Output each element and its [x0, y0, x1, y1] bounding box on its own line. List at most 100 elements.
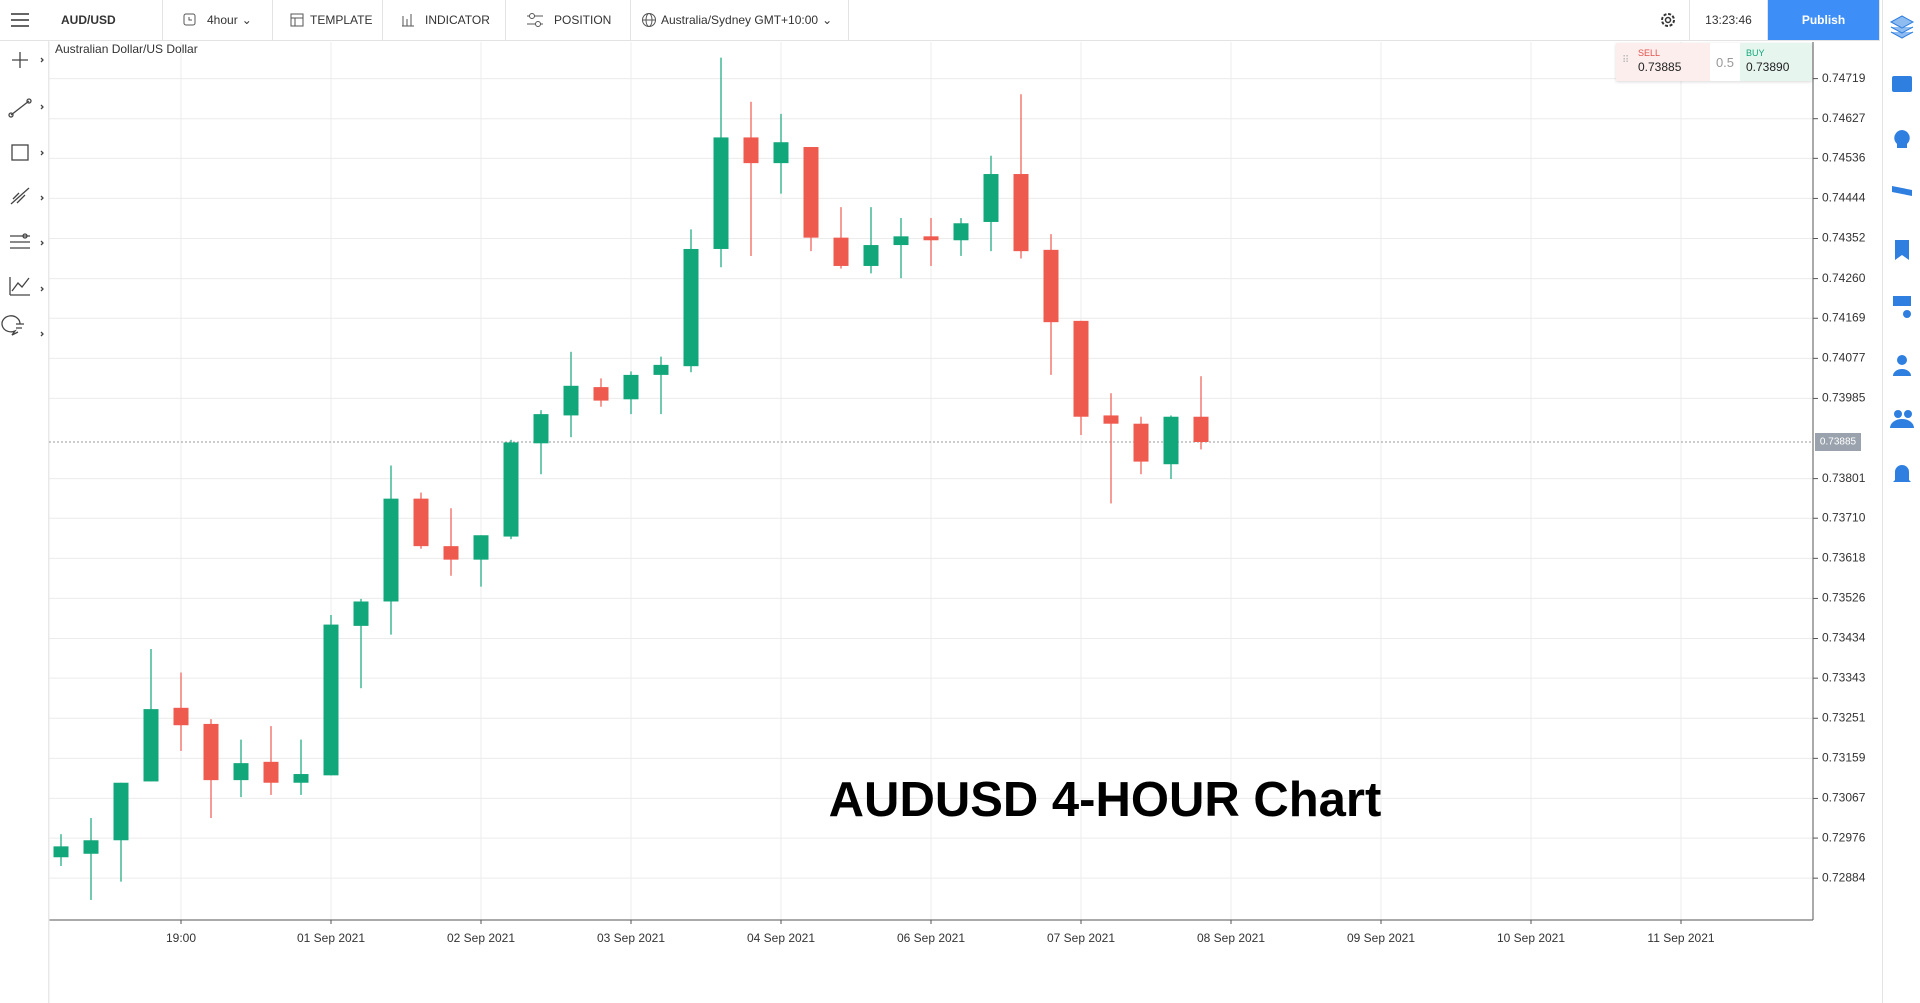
user-icon[interactable]	[1897, 355, 1907, 365]
fib-tool[interactable]	[10, 187, 44, 205]
candle-body	[1163, 416, 1179, 465]
pattern-tool[interactable]	[9, 277, 44, 296]
buy-box[interactable]: BUY 0.73890	[1740, 43, 1812, 81]
line-tool[interactable]	[8, 98, 44, 118]
right-sidebar	[1882, 0, 1920, 1003]
y-tick-label: 0.73251	[1822, 710, 1866, 724]
calendar-icon[interactable]	[1892, 76, 1912, 92]
x-tick-label: 03 Sep 2021	[597, 931, 665, 945]
idea-icon[interactable]	[1894, 130, 1910, 148]
candle-body	[713, 137, 729, 249]
layers-icon[interactable]	[1889, 15, 1915, 39]
interval-button[interactable]: 4hour ⌄	[163, 0, 273, 40]
user-body	[1893, 369, 1911, 376]
indicator-button[interactable]: INDICATOR	[383, 0, 506, 40]
indicator: INDICATOR	[425, 13, 490, 27]
x-tick-label: 08 Sep 2021	[1197, 931, 1265, 945]
last-price-label: 0.73885	[1820, 437, 1857, 448]
settings-icon[interactable]	[1658, 10, 1678, 30]
position-button[interactable]: POSITION	[506, 0, 631, 40]
quote-box: ⠿ SELL 0.73885 0.5 BUY 0.73890	[1616, 43, 1812, 81]
candle-body	[173, 707, 189, 726]
y-tick-label: 0.73434	[1822, 631, 1866, 645]
x-tick-label: 07 Sep 2021	[1047, 931, 1115, 945]
x-tick-label: 04 Sep 2021	[747, 931, 815, 945]
candle-body	[353, 601, 369, 626]
rect-tool[interactable]	[11, 144, 44, 161]
candle-body	[443, 546, 459, 560]
chart: 19:00 01 Sep 2021 02 Sep 2021 03 Sep 2021 04…	[48, 42, 1866, 1003]
candle-body	[143, 709, 159, 782]
candle-body	[743, 137, 759, 164]
candle-body	[773, 142, 789, 164]
y-tick-label: 0.73985	[1822, 391, 1866, 405]
candle-body	[533, 414, 549, 444]
candle-body	[1013, 174, 1029, 252]
timezone-button[interactable]: Australia/Sydney GMT+10:00 ⌄	[631, 0, 849, 40]
group-icon[interactable]	[1894, 410, 1902, 418]
publish-button[interactable]: Publish	[1768, 0, 1880, 40]
candle-body	[833, 237, 849, 266]
indicator-icon	[402, 14, 414, 27]
bell-icon[interactable]	[1893, 465, 1911, 484]
candle-body	[593, 387, 609, 401]
note-tool[interactable]	[1, 315, 44, 337]
spread: 0.5	[1710, 43, 1740, 81]
candle-body	[563, 385, 579, 416]
candle-body	[653, 364, 669, 375]
group-body	[1890, 419, 1914, 428]
candle-body	[1043, 249, 1059, 323]
y-tick-label: 0.74077	[1822, 351, 1866, 365]
caret: ⌄	[822, 13, 833, 27]
candle-body	[203, 723, 219, 781]
menu-icon[interactable]	[0, 0, 49, 40]
y-tick-label: 0.73159	[1822, 751, 1866, 765]
position-icon	[527, 13, 543, 27]
screen-icon[interactable]	[1893, 296, 1911, 306]
candle-body	[413, 498, 429, 547]
drawing-toolbar	[0, 41, 49, 1003]
y-tick-label: 0.74719	[1822, 71, 1866, 85]
candle-body	[113, 782, 129, 841]
group-icon-2	[1904, 410, 1912, 418]
y-tick-label: 0.74352	[1822, 231, 1866, 245]
y-tick-label: 0.73526	[1822, 591, 1866, 605]
flag-icon[interactable]	[1892, 186, 1912, 196]
clock-icon	[183, 13, 196, 26]
candle-body	[1103, 415, 1119, 424]
candle-body	[383, 498, 399, 602]
x-tick-label: 09 Sep 2021	[1347, 931, 1415, 945]
screen-user	[1903, 310, 1911, 318]
candle-body	[623, 374, 639, 400]
x-tick-label: 19:00	[166, 931, 196, 945]
candle-body	[893, 236, 909, 246]
candle-body	[323, 624, 339, 776]
y-tick-label: 0.73343	[1822, 670, 1866, 684]
symbol[interactable]: AUD/USD	[49, 0, 163, 40]
x-tick-label: 06 Sep 2021	[897, 931, 965, 945]
x-tick-label: 10 Sep 2021	[1497, 931, 1565, 945]
y-tick-label: 0.74444	[1822, 191, 1866, 205]
timezone: Australia/Sydney GMT+10:00	[661, 13, 819, 27]
clock: 13:23:46	[1689, 0, 1768, 40]
candle-body	[473, 535, 489, 560]
y-tick-label: 0.73067	[1822, 791, 1866, 805]
position: POSITION	[554, 13, 612, 27]
buy-label: BUY	[1746, 48, 1765, 58]
sell-label: SELL	[1638, 48, 1661, 58]
interval: 4hour	[207, 13, 238, 27]
x-tick-label: 01 Sep 2021	[297, 931, 365, 945]
candle-body	[53, 846, 69, 858]
sell-box[interactable]: ⠿ SELL 0.73885	[1616, 43, 1710, 81]
y-tick-label: 0.72976	[1822, 830, 1866, 844]
x-tick-label: 02 Sep 2021	[447, 931, 515, 945]
bookmark-icon[interactable]	[1895, 240, 1909, 260]
y-tick-label: 0.74627	[1822, 111, 1866, 125]
y-tick-label: 0.72884	[1822, 870, 1866, 884]
y-tick-label: 0.73801	[1822, 471, 1866, 485]
candle-body	[1133, 423, 1149, 462]
template-button[interactable]: TEMPLATE	[273, 0, 383, 40]
crosshair-tool[interactable]	[12, 52, 44, 68]
levels-tool[interactable]	[10, 233, 44, 249]
